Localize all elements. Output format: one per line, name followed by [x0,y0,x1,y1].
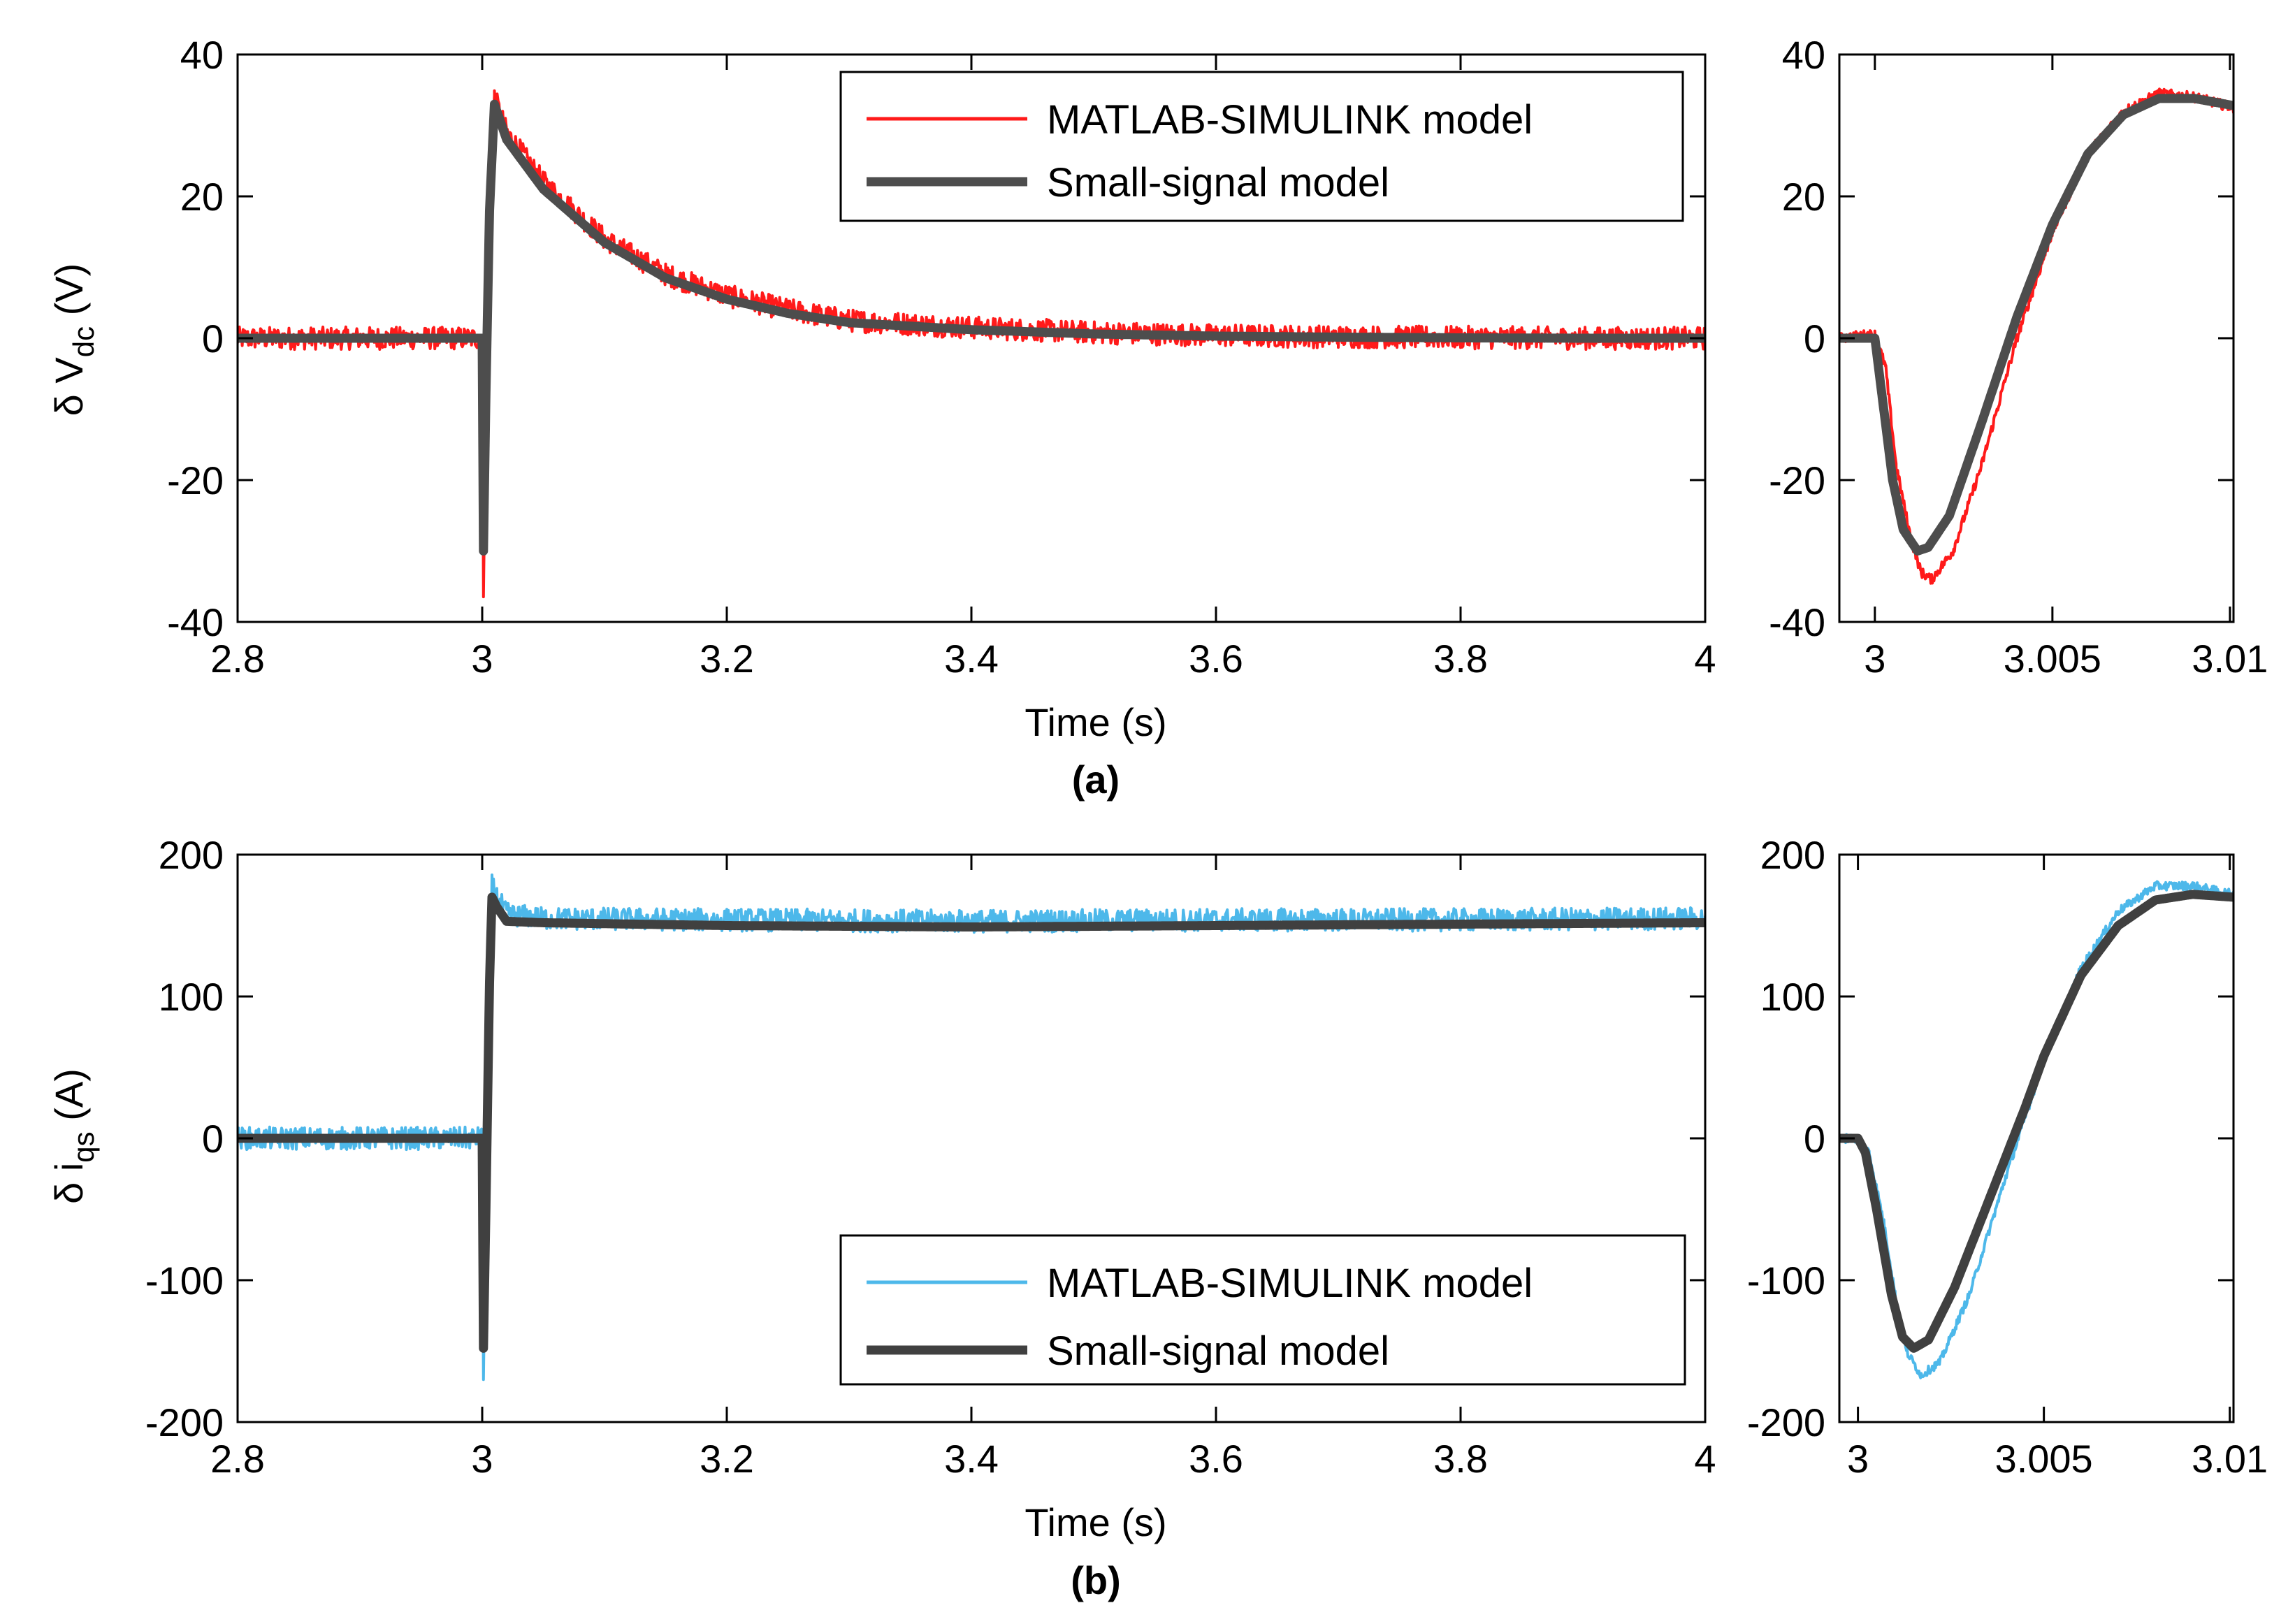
series-group [238,873,1705,1382]
y-tick-label: -200 [145,1400,224,1444]
x-tick-label: 4 [1694,1437,1716,1481]
y-tick-label: -40 [1769,600,1825,644]
y-tick-label: 0 [1804,317,1825,361]
y-tick-label: -40 [167,600,224,644]
small-signal-series [238,99,1705,556]
ylabel-b-unit: (A) [47,1068,91,1131]
series-group [1839,880,2234,1379]
x-tick-label: 3.4 [944,1437,999,1481]
x-tick-label: 3 [1864,637,1885,681]
simulink-series [238,873,1705,1382]
y-tick-label: -200 [1747,1400,1825,1444]
panel-b-zoom: 3 3.005 3.01 -200 -100 0 100 200 [1747,833,2268,1481]
y-tick-label: 40 [1782,33,1825,77]
ylabel-b: δ iqs (A) [47,1068,100,1204]
y-tick-label: -20 [1769,458,1825,502]
legend-b: MATLAB-SIMULINK model Small-signal model [839,1234,1686,1386]
legend-b-simulink-label: MATLAB-SIMULINK model [1047,1261,1533,1306]
legend-a-box [839,71,1684,222]
x-tick-label: 3.005 [1995,1437,2093,1481]
y-tick-label: 0 [1804,1117,1825,1161]
y-tick-label: -100 [145,1259,224,1303]
panel-a-zoom: 3 3.005 3.01 -40 -20 0 20 40 [1769,33,2268,681]
caption-b: (b) [1071,1558,1121,1602]
x-tick-label: 3.6 [1189,1437,1243,1481]
small-signal-series [1839,890,2234,1353]
plot-area [1839,855,2234,1422]
x-tick-label: 3 [471,1437,493,1481]
legend-a: MATLAB-SIMULINK model Small-signal model [839,71,1684,222]
legend-a-simulink-label: MATLAB-SIMULINK model [1047,97,1533,143]
xlabel-b: Time (s) [1025,1500,1166,1544]
xlabel-a: Time (s) [1025,700,1166,744]
small-signal-series [1839,94,2234,556]
y-tick-label: 0 [202,1117,224,1161]
x-tick-label: 3.6 [1189,637,1243,681]
x-tick-label: 3.4 [944,637,999,681]
ylabel-a-sub: dc [67,326,100,357]
y-tick-label: 0 [202,317,224,361]
ylabel-b-sub: qs [67,1131,100,1162]
legend-b-small-signal-label: Small-signal model [1047,1328,1389,1374]
x-tick-label: 3.8 [1433,637,1488,681]
x-tick-label: 2.8 [210,637,265,681]
x-tick-label: 3.01 [2192,1437,2268,1481]
y-tick-label: 20 [180,175,224,219]
ylabel-a-unit: (V) [47,263,91,326]
series-group [1839,87,2234,585]
x-tick-label: 3.8 [1433,1437,1488,1481]
plot-area [1839,55,2234,622]
x-tick-label: 4 [1694,637,1716,681]
x-tick-label: 3 [1847,1437,1869,1481]
y-tick-label: 40 [180,33,224,77]
legend-a-small-signal-label: Small-signal model [1047,160,1389,205]
ylabel-a: δ Vdc (V) [47,263,100,416]
caption-a: (a) [1072,757,1120,802]
x-tick-label: 3.2 [700,1437,754,1481]
y-tick-label: 200 [1760,833,1825,877]
legend-b-box [839,1234,1686,1386]
y-tick-label: 100 [159,975,224,1019]
y-tick-label: -100 [1747,1259,1825,1303]
x-tick-label: 3.01 [2192,637,2268,681]
ylabel-a-main: δ V [47,357,91,416]
ylabel-b-main: δ i [47,1163,91,1204]
x-tick-label: 3.2 [700,637,754,681]
x-tick-label: 3 [471,637,493,681]
series-group [238,89,1705,599]
y-tick-label: 20 [1782,175,1825,219]
y-tick-label: -20 [167,458,224,502]
y-tick-label: 100 [1760,975,1825,1019]
y-tick-label: 200 [159,833,224,877]
x-tick-label: 2.8 [210,1437,265,1481]
small-signal-series [238,892,1705,1353]
x-tick-label: 3.005 [2004,637,2101,681]
